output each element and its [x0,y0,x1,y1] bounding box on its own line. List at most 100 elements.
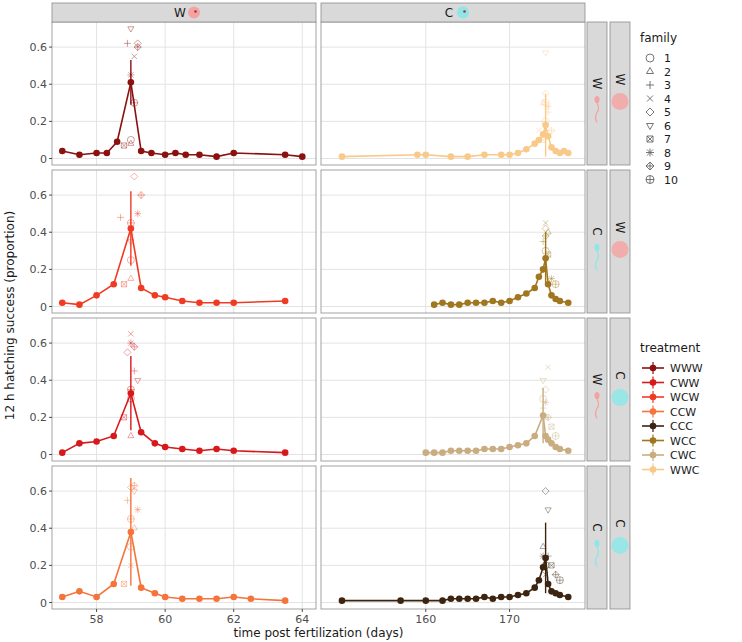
series-point [59,299,66,306]
grid-line [52,454,316,455]
legend-marker [646,54,654,62]
series-point [506,594,513,601]
series-point [431,301,438,308]
y-tick [49,195,52,196]
panel-background [321,466,585,609]
legend-point [650,365,657,372]
series-point [179,446,186,453]
family-point [543,51,549,56]
series-point [93,594,100,601]
series-point [138,285,145,292]
series-point [152,590,159,597]
family-point [117,214,124,221]
series-point [230,299,237,306]
series-point [473,447,480,454]
grid-line [233,318,234,461]
sperm-icon [595,244,600,251]
column-strip [321,3,585,22]
grid-line [165,22,166,165]
panel-border [321,22,585,165]
legend-label: CWC [670,449,697,462]
grid-line [52,306,316,307]
row-strip-inner [587,170,607,313]
series-point [565,447,572,454]
family-point [121,282,126,287]
strip-label: C [613,519,627,527]
y-tick [49,306,52,307]
y-tick-label: 0.6 [30,485,48,498]
grid-line [165,466,166,609]
series-point [213,153,220,160]
outer-icon [612,241,629,258]
family-point [128,140,134,145]
series-point [152,292,159,299]
x-tick [96,609,97,612]
legend-label: 7 [664,133,671,146]
series-point [565,594,572,601]
series-point [128,390,135,397]
y-tick [49,491,52,492]
family-point [546,365,551,370]
legend-title: treatment [640,341,700,355]
grid-line [52,491,316,492]
x-tick [233,609,234,612]
series-point [490,595,497,602]
grid-line [425,22,426,165]
panel-data [339,488,572,604]
family-point [549,424,554,429]
legend-point [650,394,657,401]
y-tick [49,121,52,122]
series-point [565,299,572,306]
column-strip [52,3,316,22]
egg-icon [188,7,200,19]
legend-label: WCC [670,435,697,448]
y-axis-label: 12 h hatching success (proportion) [3,211,17,420]
y-tick [49,343,52,344]
series-line [62,532,285,601]
family-point [540,378,546,383]
sperm-icon [595,392,600,399]
series-point [565,150,572,157]
panel-data [59,331,288,456]
grid-line [52,417,316,418]
series-point [439,597,446,604]
series-point [162,151,169,158]
panel-data [59,173,288,308]
family-point [545,508,551,513]
legend-marker [646,149,654,157]
series-point [213,595,220,602]
series-point [498,446,505,453]
y-tick [49,380,52,381]
series-point [93,438,100,445]
series-point [523,590,530,597]
y-tick-label: 0 [40,449,47,462]
row-strip-outer [610,22,630,165]
series-point [182,151,189,158]
grid-line [302,318,303,461]
y-tick-label: 0.6 [30,337,48,350]
series-point [481,446,488,453]
grid-line [52,84,316,85]
series-point [515,442,522,449]
grid-line [52,121,316,122]
x-axis-label: time post fertilization (days) [233,626,403,640]
row-strip-outer [610,466,630,609]
series-point [557,446,564,453]
series-point [542,255,549,262]
y-tick [49,454,52,455]
egg-icon-dot [194,10,197,13]
sperm-icon [595,540,600,547]
series-point [76,151,83,158]
legend-label: 2 [664,66,671,79]
series-point [464,595,471,602]
panel-data [59,478,288,604]
panel-background [321,170,585,313]
series-point [439,449,446,456]
family-point [542,225,549,232]
legend-marker [647,124,654,130]
series-point [464,447,471,454]
series-point [456,447,463,454]
series-point [545,133,552,140]
series-point [248,595,255,602]
grid-line [96,22,97,165]
